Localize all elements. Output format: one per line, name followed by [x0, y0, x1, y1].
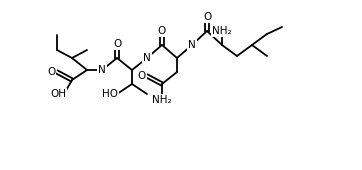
Text: O: O: [203, 12, 211, 22]
Text: N: N: [143, 53, 151, 63]
Text: HO: HO: [102, 89, 118, 99]
Text: NH₂: NH₂: [212, 26, 232, 36]
Text: O: O: [113, 39, 121, 49]
Text: N: N: [98, 65, 106, 75]
Text: NH₂: NH₂: [152, 95, 172, 105]
Text: N: N: [188, 40, 196, 50]
Text: O: O: [138, 71, 146, 81]
Text: O: O: [158, 26, 166, 36]
Text: O: O: [47, 67, 55, 77]
Text: OH: OH: [50, 89, 66, 99]
